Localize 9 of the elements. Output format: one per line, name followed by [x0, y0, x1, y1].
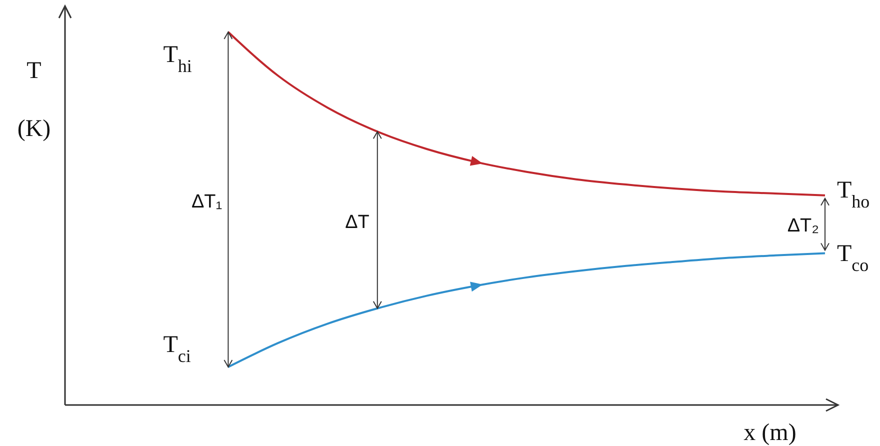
annotation: T$_{co}$ [837, 241, 869, 276]
text: T (K) [17, 58, 51, 142]
x-axis-title: x (m) [744, 420, 796, 446]
annotation: ΔT₁ [191, 191, 222, 212]
annotation: ΔT₂ [787, 215, 819, 236]
annotation: T$_{ci}$ [163, 332, 191, 366]
annotation: ΔT [345, 212, 370, 233]
annotation: T$_{ho}$ [837, 177, 870, 212]
annotation: T$_{hi}$ [163, 42, 192, 76]
